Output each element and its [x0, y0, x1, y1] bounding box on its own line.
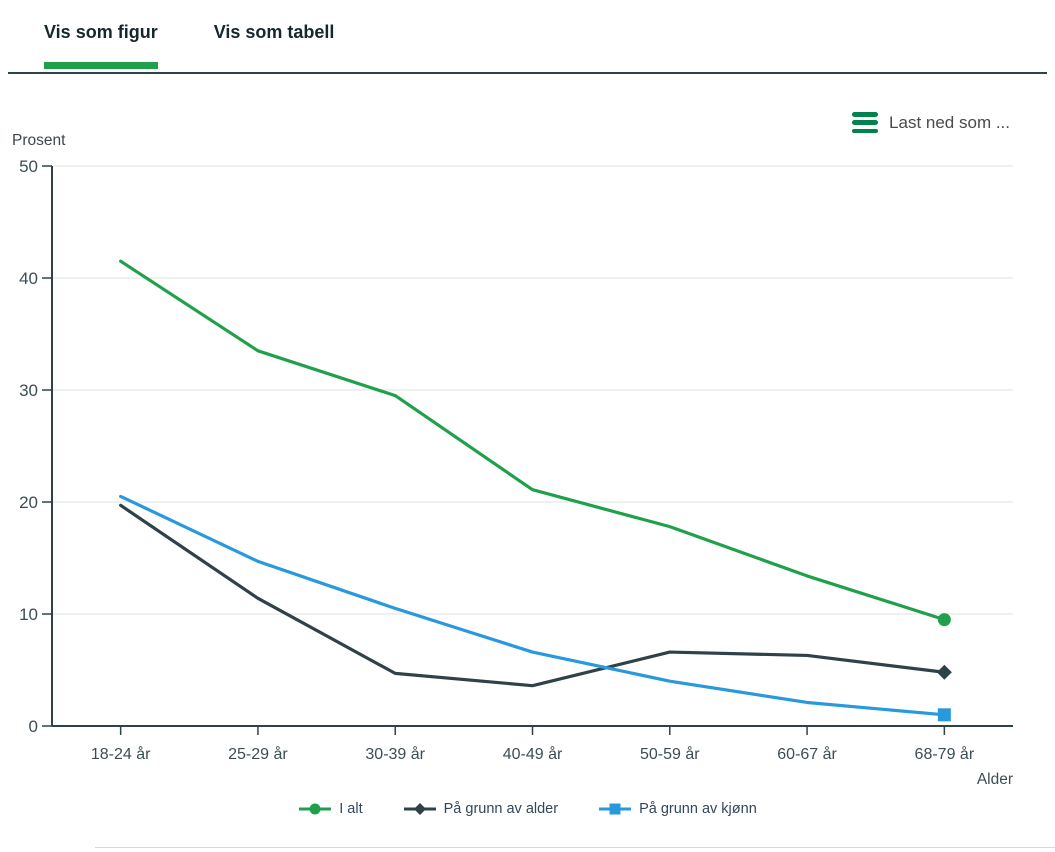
svg-text:18-24 år: 18-24 år: [91, 745, 151, 763]
line-chart: 0 10 20 30 40 50 18-24 år 25-29 år 30-39 år 40-49…: [19, 157, 1013, 788]
svg-text:40-49 år: 40-49 år: [503, 745, 563, 763]
svg-text:50-59 år: 50-59 år: [640, 745, 700, 763]
legend-label: På grunn av alder: [443, 801, 559, 817]
svg-text:68-79 år: 68-79 år: [915, 745, 975, 763]
legend: I alt På grunn av alder På grunn av kjøn…: [0, 801, 1055, 817]
legend-label: På grunn av kjønn: [639, 801, 757, 817]
square-marker-icon: [599, 803, 632, 815]
active-tab-underline: [44, 62, 158, 69]
legend-item-i-alt[interactable]: I alt: [298, 801, 363, 817]
svg-text:60-67 år: 60-67 år: [777, 745, 837, 763]
svg-text:20: 20: [19, 493, 38, 512]
tab-label: Vis som tabell: [213, 22, 335, 42]
tab-vis-som-figur[interactable]: Vis som figur: [44, 20, 158, 72]
tab-vis-som-tabell[interactable]: Vis som tabell: [214, 20, 335, 72]
legend-item-pa-grunn-av-kjonn[interactable]: På grunn av kjønn: [598, 801, 757, 817]
bottom-divider: [95, 847, 1055, 848]
svg-text:40: 40: [19, 269, 38, 288]
hamburger-icon: [852, 112, 879, 133]
view-tabs: Vis som figur Vis som tabell: [8, 0, 1047, 74]
svg-text:50: 50: [19, 157, 38, 176]
svg-text:10: 10: [19, 605, 38, 624]
svg-text:Alder: Alder: [977, 771, 1013, 788]
legend-label: I alt: [339, 801, 363, 817]
svg-text:30: 30: [19, 381, 38, 400]
legend-item-pa-grunn-av-alder[interactable]: På grunn av alder: [403, 801, 558, 817]
y-axis-title: Prosent: [12, 132, 66, 149]
svg-text:0: 0: [29, 717, 38, 736]
svg-text:30-39 år: 30-39 år: [365, 745, 425, 763]
circle-marker-icon: [299, 803, 332, 815]
download-label: Last ned som ...: [889, 112, 1010, 132]
download-button[interactable]: Last ned som ...: [852, 112, 1010, 133]
diamond-marker-icon: [403, 803, 436, 815]
svg-text:25-29 år: 25-29 år: [228, 745, 288, 763]
tab-label: Vis som figur: [44, 22, 158, 42]
